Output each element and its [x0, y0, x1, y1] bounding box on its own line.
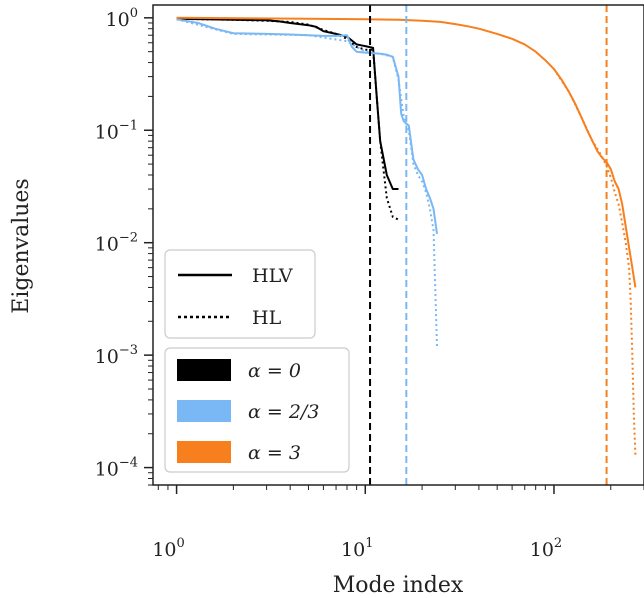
series-line-0: [176, 17, 399, 190]
series-line-5: [553, 68, 637, 455]
legend-alpha-label-0: α = 0: [248, 360, 301, 382]
legend-alpha-label-2: α = 3: [248, 442, 301, 464]
x-axis-label: Mode index: [333, 573, 464, 598]
y-tick-label-1: 10−1: [95, 118, 138, 143]
legend-label-hlv: HLV: [252, 265, 293, 287]
series-line-2: [176, 18, 438, 234]
tick-layer: 100 101 102 100 10−1 10−2 10−3 10−4: [95, 6, 644, 561]
series-line-1: [176, 17, 399, 221]
y-tick-label-2: 10−2: [95, 231, 138, 256]
y-axis-label: Eigenvalues: [9, 178, 34, 313]
legend-swatch-0: [177, 359, 231, 381]
vline-layer: [369, 5, 608, 485]
y-tick-label-0: 100: [106, 6, 138, 31]
legend-swatch-2: [177, 441, 231, 463]
y-tick-label-3: 10−3: [95, 343, 138, 368]
x-tick-label-1: 101: [341, 536, 373, 561]
x-tick-label-0: 100: [152, 536, 184, 561]
legend-swatch-1: [177, 400, 231, 422]
plot-frame: [152, 4, 644, 486]
series-layer: [176, 16, 637, 455]
legend-layer: HLV HL α = 0 α = 2/3 α = 3: [164, 249, 350, 473]
y-tick-label-4: 10−4: [95, 456, 138, 481]
plot-border: [152, 4, 644, 486]
linestyle-legend-box: [164, 249, 316, 339]
legend-alpha-label-1: α = 2/3: [248, 401, 319, 423]
series-line-3: [176, 18, 438, 347]
x-tick-label-2: 102: [530, 536, 562, 561]
legend-label-hl: HL: [252, 307, 282, 329]
